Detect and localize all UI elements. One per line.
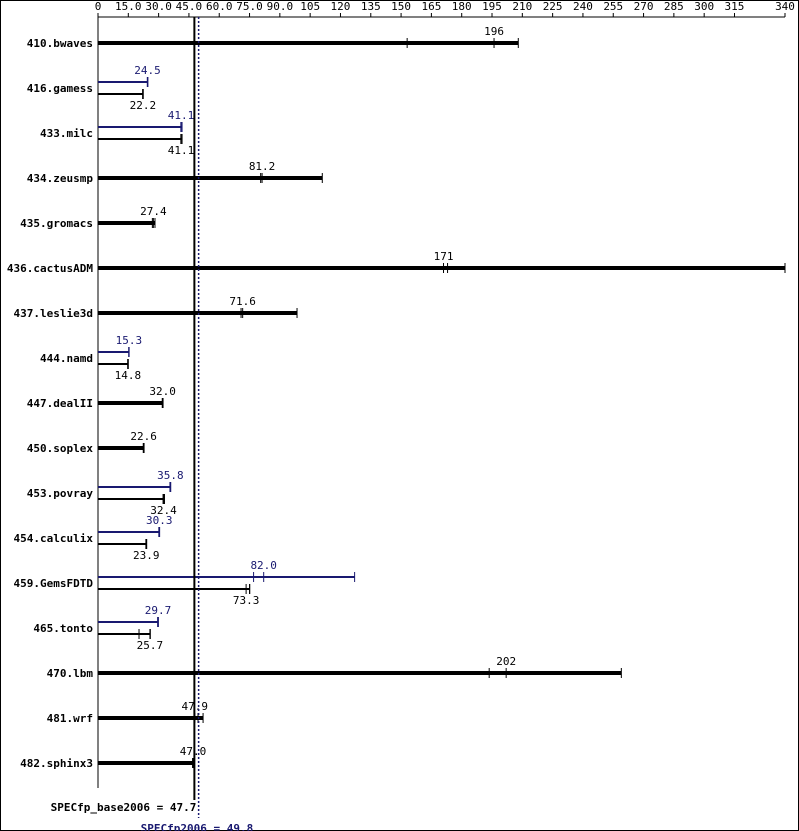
- peak-value-label: 24.5: [134, 64, 161, 77]
- base-value-label: 27.4: [140, 205, 167, 218]
- base-bar: [98, 446, 145, 450]
- base-bar: [98, 716, 204, 720]
- x-tick-label: 15.0: [115, 0, 142, 13]
- peak-value-label: 82.0: [250, 559, 277, 572]
- base-bar: [98, 93, 144, 95]
- x-tick-label: 75.0: [236, 0, 263, 13]
- peak-value-label: 30.3: [146, 514, 173, 527]
- base-bar: [98, 41, 519, 45]
- base-bar: [98, 633, 151, 635]
- benchmark-name: 465.tonto: [33, 622, 93, 635]
- x-tick-label: 180: [452, 0, 472, 13]
- benchmark-name: 437.leslie3d: [14, 307, 93, 320]
- x-tick-label: 135: [361, 0, 381, 13]
- x-tick-label: 45.0: [176, 0, 203, 13]
- peak-bar: [98, 126, 183, 128]
- benchmark-name: 450.soplex: [27, 442, 94, 455]
- x-tick-label: 90.0: [267, 0, 294, 13]
- x-tick-label: 30.0: [145, 0, 172, 13]
- x-tick-label: 60.0: [206, 0, 233, 13]
- x-tick-label: 105: [300, 0, 320, 13]
- benchmark-name: 435.gromacs: [20, 217, 93, 230]
- benchmark-name: 436.cactusADM: [7, 262, 93, 275]
- base-bar: [98, 543, 147, 545]
- x-tick-label: 210: [512, 0, 532, 13]
- base-bar: [98, 363, 129, 365]
- benchmark-name: 482.sphinx3: [20, 757, 93, 770]
- base-value-label: 23.9: [133, 549, 160, 562]
- x-tick-label: 300: [694, 0, 714, 13]
- peak-value-label: 35.8: [157, 469, 184, 482]
- base-value-label: 22.2: [130, 99, 157, 112]
- peak-bar: [98, 81, 148, 83]
- base-bar: [98, 401, 164, 405]
- peak-value-label: 15.3: [116, 334, 143, 347]
- base-value-label: 196: [484, 25, 504, 38]
- base-value-label: 22.6: [130, 430, 157, 443]
- peak-bar: [98, 621, 159, 623]
- base-value-label: 71.6: [229, 295, 256, 308]
- base-value-label: 81.2: [249, 160, 276, 173]
- benchmark-name: 416.gamess: [27, 82, 93, 95]
- x-tick-label: 255: [603, 0, 623, 13]
- base-value-label: 32.0: [149, 385, 176, 398]
- benchmark-name: 433.milc: [40, 127, 93, 140]
- x-tick-label: 120: [331, 0, 351, 13]
- x-tick-label: 165: [421, 0, 441, 13]
- base-value-label: 171: [434, 250, 454, 263]
- base-bar: [98, 588, 250, 590]
- base-value-label: 14.8: [115, 369, 142, 382]
- x-tick-label: 285: [664, 0, 684, 13]
- x-tick-label: 225: [543, 0, 563, 13]
- base-value-label: 32.4: [150, 504, 177, 517]
- peak-value-label: 41.1: [168, 109, 195, 122]
- base-bar: [98, 761, 194, 765]
- x-tick-label: 270: [634, 0, 654, 13]
- summary-label: SPECfp2006 = 49.8: [141, 822, 254, 831]
- benchmark-name: 453.povray: [27, 487, 94, 500]
- base-bar: [98, 138, 183, 140]
- benchmark-name: 434.zeusmp: [27, 172, 94, 185]
- summary-label: SPECfp_base2006 = 47.7: [51, 801, 197, 814]
- peak-bar: [98, 351, 130, 353]
- base-value-label: 41.1: [168, 144, 195, 157]
- base-bar: [98, 176, 323, 180]
- base-bar: [98, 221, 155, 225]
- benchmark-name: 444.namd: [40, 352, 93, 365]
- x-tick-label: 150: [391, 0, 411, 13]
- benchmark-name: 459.GemsFDTD: [14, 577, 94, 590]
- base-value-label: 202: [496, 655, 516, 668]
- x-tick-label: 240: [573, 0, 593, 13]
- benchmark-name: 447.dealII: [27, 397, 93, 410]
- benchmark-name: 481.wrf: [47, 712, 93, 725]
- base-value-label: 47.0: [180, 745, 207, 758]
- base-bar: [98, 498, 165, 500]
- base-value-label: 73.3: [233, 594, 260, 607]
- benchmark-name: 470.lbm: [47, 667, 94, 680]
- base-bar: [98, 671, 622, 675]
- benchmark-name: 454.calculix: [14, 532, 94, 545]
- x-tick-label: 315: [725, 0, 745, 13]
- x-tick-label: 195: [482, 0, 502, 13]
- base-bar: [98, 266, 785, 270]
- peak-bar: [98, 531, 160, 533]
- x-tick-label: 0: [95, 0, 102, 13]
- base-bar: [98, 311, 298, 315]
- x-tick-label: 340: [775, 0, 795, 13]
- base-value-label: 25.7: [137, 639, 164, 652]
- peak-bar: [98, 576, 355, 578]
- benchmark-name: 410.bwaves: [27, 37, 93, 50]
- peak-value-label: 29.7: [145, 604, 172, 617]
- peak-bar: [98, 486, 171, 488]
